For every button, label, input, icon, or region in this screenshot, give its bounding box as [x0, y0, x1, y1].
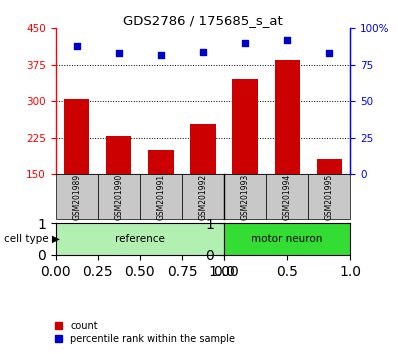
Text: GSM201995: GSM201995 — [325, 173, 334, 220]
Point — [74, 43, 80, 48]
Bar — [316, 159, 342, 174]
Bar — [232, 79, 258, 174]
Text: GSM201993: GSM201993 — [240, 173, 250, 220]
Bar — [140, 174, 182, 219]
Text: reference: reference — [115, 234, 165, 244]
Legend: count, percentile rank within the sample: count, percentile rank within the sample — [53, 319, 237, 346]
Bar — [106, 136, 131, 174]
Bar — [190, 125, 216, 174]
Text: GSM201990: GSM201990 — [114, 173, 123, 220]
Bar — [98, 174, 140, 219]
Bar — [56, 174, 98, 219]
Text: GSM201989: GSM201989 — [72, 174, 81, 220]
Bar — [64, 99, 90, 174]
Point — [326, 50, 332, 56]
Bar — [148, 150, 174, 174]
Text: cell type ▶: cell type ▶ — [4, 234, 60, 244]
Text: motor neuron: motor neuron — [252, 234, 323, 244]
Bar — [266, 174, 308, 219]
Bar — [308, 174, 350, 219]
Text: GSM201991: GSM201991 — [156, 174, 166, 220]
Bar — [275, 60, 300, 174]
Point — [284, 37, 290, 43]
Bar — [182, 174, 224, 219]
Bar — [224, 174, 266, 219]
Point — [200, 49, 206, 55]
Point — [116, 50, 122, 56]
Point — [242, 40, 248, 46]
Title: GDS2786 / 175685_s_at: GDS2786 / 175685_s_at — [123, 14, 283, 27]
Point — [158, 52, 164, 57]
Text: GSM201994: GSM201994 — [283, 173, 292, 220]
Text: GSM201992: GSM201992 — [199, 174, 207, 220]
